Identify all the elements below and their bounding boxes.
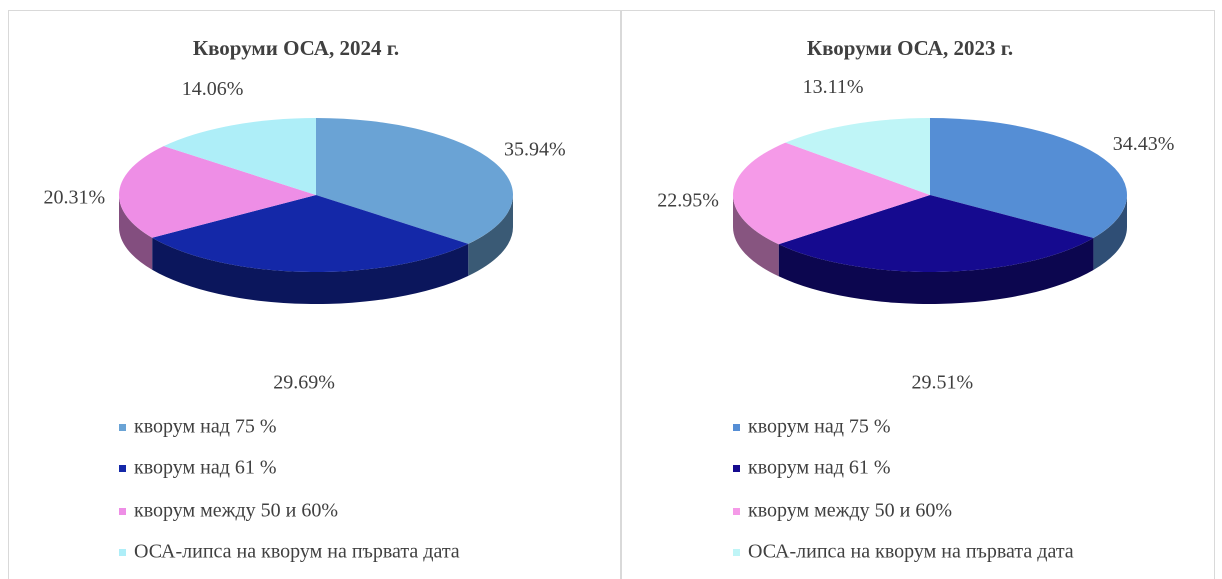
legend-label: кворум над 61 %: [134, 457, 277, 479]
data-label: 14.06%: [182, 78, 244, 100]
pie-slice: [119, 146, 317, 238]
pie-slice-side: [152, 237, 469, 304]
chart-title: Кворуми ОСА, 2024 г.: [193, 36, 399, 60]
legend-swatch: [733, 424, 740, 431]
data-label: 35.94%: [504, 138, 566, 160]
legend-label: кворум между 50 и 60%: [748, 500, 952, 522]
pie-slice: [785, 117, 930, 195]
pie-slice-side: [778, 237, 1094, 305]
pie-slice-side: [119, 195, 153, 270]
legend-label: ОСА-липса на кворум на първата дата: [134, 541, 460, 563]
legend-label: кворум над 75 %: [748, 416, 891, 438]
data-label: 34.43%: [1113, 133, 1175, 155]
legend-swatch: [733, 508, 740, 515]
legend-swatch: [119, 549, 126, 556]
data-label: 29.69%: [273, 371, 335, 393]
legend-label: ОСА-липса на кворум на първата дата: [748, 541, 1074, 563]
legend-label: кворум над 61 %: [748, 457, 891, 479]
pie-slice: [152, 195, 469, 272]
legend-swatch: [119, 465, 126, 472]
pie-slice-side: [468, 195, 513, 276]
pie-slice: [732, 142, 930, 245]
legend-swatch: [733, 549, 740, 556]
pie-slice: [778, 195, 1094, 272]
data-label: 22.95%: [657, 189, 719, 211]
legend-swatch: [119, 508, 126, 515]
legend-label: кворум между 50 и 60%: [134, 500, 338, 522]
frame: [8, 10, 1215, 579]
data-label: 20.31%: [43, 186, 105, 208]
pie-slice-side: [1093, 195, 1127, 270]
legend-label: кворум над 75 %: [134, 416, 277, 438]
legend-swatch: [733, 465, 740, 472]
pie-slice: [163, 118, 316, 195]
pie-slice-side: [732, 195, 779, 277]
chart-title: Кворуми ОСА, 2023 г.: [807, 36, 1013, 60]
pie-slice: [930, 118, 1127, 238]
pie-slice: [316, 118, 513, 244]
data-label: 29.51%: [912, 371, 974, 393]
legend-swatch: [119, 424, 126, 431]
data-label: 13.11%: [803, 76, 864, 98]
